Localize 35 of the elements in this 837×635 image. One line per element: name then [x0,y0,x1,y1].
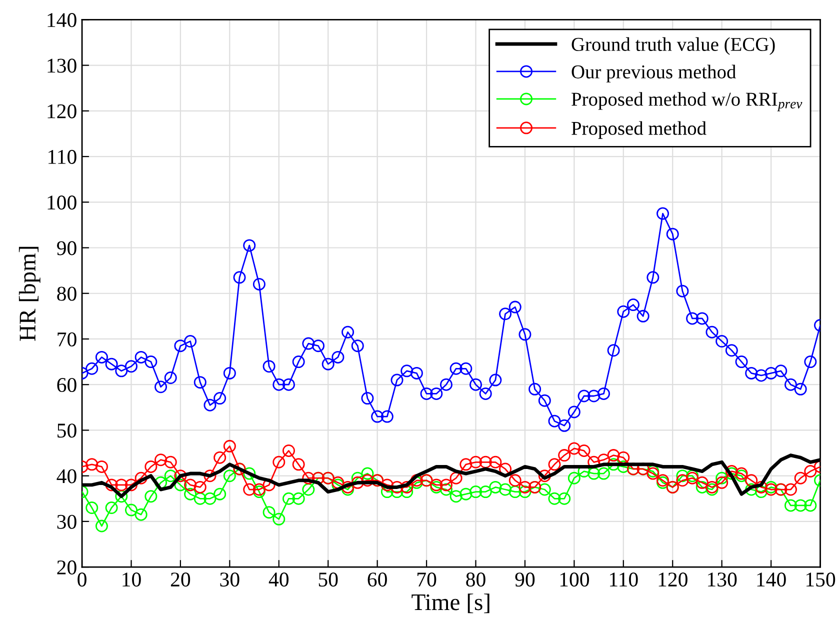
x-tick-label: 90 [515,572,535,587]
x-tick-label: 80 [466,572,486,587]
x-tick-label: 50 [318,572,338,587]
x-tick-label: 10 [122,572,141,587]
y-axis-title: HR [bpm] [18,246,40,341]
x-tick-label: 0 [78,572,86,587]
y-tick-label: 40 [56,469,76,484]
y-tick-label: 140 [48,13,76,28]
y-tick-label: 100 [48,196,76,210]
y-tick-label: 130 [48,58,76,73]
legend-label: Proposed method [572,121,706,139]
y-tick-label: 70 [58,332,76,346]
legend-label: Our previous method [572,64,736,82]
x-tick-label: 70 [417,572,436,587]
y-tick-label: 50 [58,424,76,438]
legend-label: Ground truth value (ECG) [572,37,775,55]
x-tick-label: 60 [368,572,387,587]
x-tick-label: 20 [170,572,190,587]
x-tick-label: 140 [757,572,786,587]
y-tick-label: 30 [57,514,76,529]
x-tick-label: 100 [560,572,590,587]
y-tick-label: 60 [57,378,76,392]
x-tick-label: 120 [658,572,688,587]
y-tick-label: 90 [57,241,76,256]
x-tick-label: 40 [268,572,289,587]
y-tick-label: 80 [57,286,76,301]
y-tick-label: 110 [48,150,76,164]
legend-label: Proposed method w/o RRI$_{prev}$ [572,92,802,112]
x-tick-label: 110 [610,572,638,587]
y-tick-label: 20 [57,560,76,574]
x-axis-title: Time [s] [412,594,490,614]
x-tick-label: 150 [806,572,836,587]
x-tick-label: 130 [708,572,737,587]
y-tick-label: 120 [48,104,76,118]
x-tick-label: 30 [220,572,240,587]
